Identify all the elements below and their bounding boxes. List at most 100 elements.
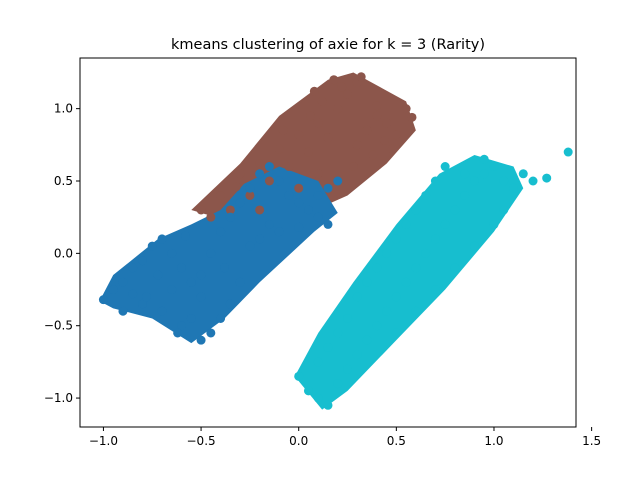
data-point xyxy=(411,263,421,273)
x-tick-label: 1.5 xyxy=(582,434,601,448)
data-point xyxy=(309,86,319,96)
plot-frame xyxy=(79,57,577,428)
data-point xyxy=(303,205,313,215)
data-point xyxy=(401,219,411,229)
data-point xyxy=(343,364,353,374)
data-point xyxy=(421,190,431,200)
y-axis: −1.0 −0.5 0.0 0.5 1.0 xyxy=(44,102,80,405)
data-point xyxy=(196,335,206,345)
data-point xyxy=(206,248,216,258)
data-point xyxy=(216,313,226,323)
data-point xyxy=(333,104,343,114)
data-point xyxy=(278,125,288,135)
data-point xyxy=(430,234,440,244)
data-point xyxy=(421,248,431,258)
data-point xyxy=(153,270,163,280)
data-point xyxy=(167,285,177,295)
data-point xyxy=(313,190,323,200)
data-point xyxy=(450,205,460,215)
data-point xyxy=(141,292,151,302)
data-point xyxy=(372,111,382,121)
data-point xyxy=(387,144,397,154)
data-point xyxy=(313,212,323,222)
data-point xyxy=(294,222,304,232)
data-point xyxy=(118,306,128,316)
data-point xyxy=(255,159,265,169)
data-point xyxy=(469,176,479,186)
data-point xyxy=(460,190,470,200)
data-point xyxy=(231,182,241,192)
data-point xyxy=(391,292,401,302)
x-tick-label: 1.0 xyxy=(484,434,503,448)
data-point xyxy=(372,101,382,111)
data-point xyxy=(294,130,304,140)
data-point xyxy=(542,173,552,183)
data-point xyxy=(128,289,138,299)
data-point xyxy=(329,75,339,85)
data-point xyxy=(294,371,304,381)
data-point xyxy=(225,299,235,309)
data-point xyxy=(440,219,450,229)
data-point xyxy=(323,183,333,193)
data-point xyxy=(489,162,499,172)
data-point xyxy=(118,277,128,287)
chart-title: kmeans clustering of axie for k = 3 (Rar… xyxy=(171,37,485,53)
x-tick-label: −1.0 xyxy=(89,434,118,448)
data-point xyxy=(206,212,216,222)
data-point xyxy=(391,130,401,140)
data-point xyxy=(362,335,372,345)
data-point xyxy=(337,82,347,92)
data-point xyxy=(352,350,362,360)
data-point xyxy=(303,147,313,157)
data-point xyxy=(518,169,528,179)
data-point xyxy=(157,306,167,316)
data-point xyxy=(450,263,460,273)
data-point xyxy=(284,190,294,200)
data-point xyxy=(216,190,226,200)
data-point xyxy=(274,176,284,186)
data-point xyxy=(317,96,327,106)
data-point xyxy=(333,176,343,186)
y-tick-label: −1.0 xyxy=(44,391,73,405)
data-point xyxy=(313,393,323,403)
data-point xyxy=(401,277,411,287)
data-point xyxy=(343,89,353,99)
x-tick-label: 0.5 xyxy=(387,434,406,448)
data-point xyxy=(372,321,382,331)
data-point xyxy=(362,125,372,135)
data-point xyxy=(380,135,390,145)
x-tick-label: −0.5 xyxy=(187,434,216,448)
data-point xyxy=(196,270,206,280)
data-point xyxy=(411,306,421,316)
y-tick-label: 0.5 xyxy=(54,174,73,188)
data-point xyxy=(294,198,304,208)
data-point xyxy=(167,248,177,258)
data-point xyxy=(352,292,362,302)
data-point xyxy=(98,295,108,305)
data-point xyxy=(245,241,255,251)
data-point xyxy=(563,147,573,157)
data-point xyxy=(333,379,343,389)
data-point xyxy=(264,219,274,229)
data-point xyxy=(294,183,304,193)
data-point xyxy=(255,205,265,215)
data-point xyxy=(128,263,138,273)
data-point xyxy=(323,133,333,143)
data-point xyxy=(352,140,362,150)
data-point xyxy=(137,256,147,266)
data-point xyxy=(372,263,382,273)
data-point xyxy=(323,219,333,229)
data-point xyxy=(284,162,294,172)
data-point xyxy=(186,277,196,287)
data-point xyxy=(245,183,255,193)
data-point xyxy=(225,212,235,222)
data-point xyxy=(368,150,378,160)
data-point xyxy=(235,169,245,179)
data-point xyxy=(264,176,274,186)
data-point xyxy=(220,263,230,273)
data-point xyxy=(305,111,315,121)
data-point xyxy=(216,227,226,237)
data-point xyxy=(313,357,323,367)
data-point xyxy=(479,154,489,164)
